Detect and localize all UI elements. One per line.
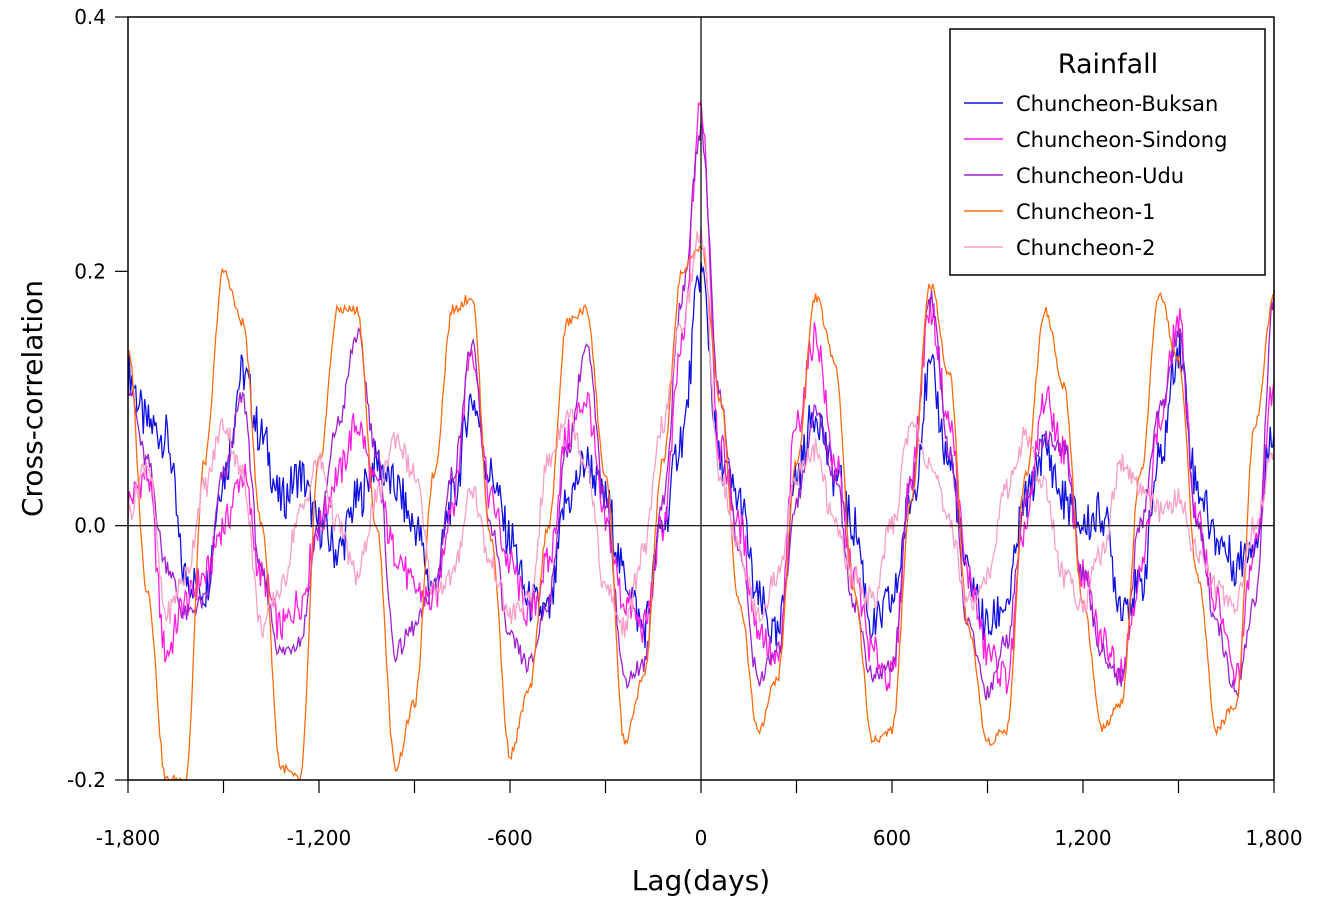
legend-label: Chuncheon-2	[1016, 236, 1155, 260]
x-tick-label: -1,800	[96, 826, 160, 850]
legend-label: Chuncheon-Sindong	[1016, 128, 1227, 152]
x-tick-label: 600	[873, 826, 911, 850]
reference-lines	[128, 17, 1274, 780]
x-tick-label: -1,200	[287, 826, 351, 850]
y-axis-title: Cross-correlation	[16, 280, 49, 517]
legend-items: Chuncheon-Buksan Chuncheon-Sindong Chunche…	[964, 92, 1227, 260]
legend-label: Chuncheon-Udu	[1016, 164, 1184, 188]
x-tick-label: 1,200	[1054, 826, 1111, 850]
y-tick-label: 0.2	[74, 259, 106, 283]
legend: Rainfall Chuncheon-Buksan Chuncheon-Sindo…	[949, 28, 1266, 276]
axis-ticks: -1,800 -1,200 -600 0 600 1,200 1,800 -0.2 0.0 0.2…	[67, 5, 1303, 850]
legend-title: Rainfall	[1058, 49, 1158, 80]
y-tick-label: 0.4	[74, 5, 106, 29]
legend-label: Chuncheon-1	[1016, 200, 1155, 224]
x-axis-title: Lag(days)	[632, 864, 770, 897]
x-tick-label: 0	[695, 826, 708, 850]
legend-label: Chuncheon-Buksan	[1016, 92, 1218, 116]
x-tick-label: -600	[487, 826, 532, 850]
x-tick-label: 1,800	[1245, 826, 1302, 850]
y-tick-label: 0.0	[74, 514, 106, 538]
legend-box	[949, 28, 1266, 276]
y-tick-label: -0.2	[67, 768, 106, 792]
